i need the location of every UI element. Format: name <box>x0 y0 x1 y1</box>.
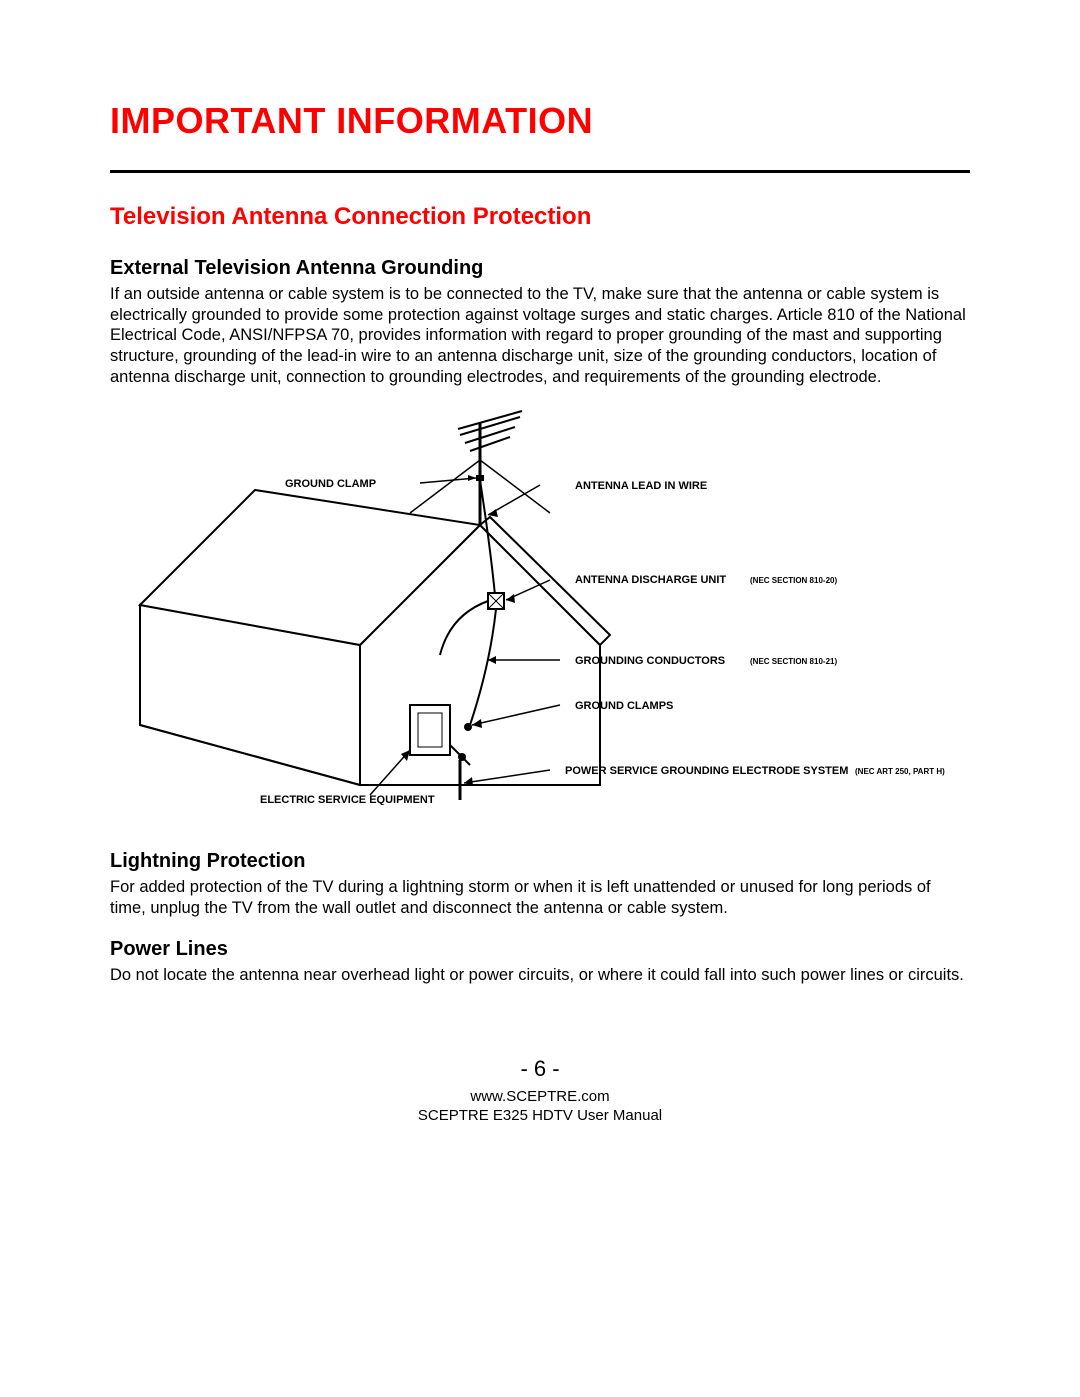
label-antenna-lead: ANTENNA LEAD IN WIRE <box>575 480 707 492</box>
antenna-grounding-diagram: GROUND CLAMP ANTENNA LEAD IN WIRE ANTENN… <box>110 405 970 810</box>
body-text-powerlines: Do not locate the antenna near overhead … <box>110 965 970 986</box>
section-title: Television Antenna Connection Protection <box>110 203 970 231</box>
label-ground-clamps: GROUND CLAMPS <box>575 700 673 712</box>
footer: www.SCEPTRE.com SCEPTRE E325 HDTV User M… <box>110 1088 970 1126</box>
diagram-svg: GROUND CLAMP ANTENNA LEAD IN WIRE ANTENN… <box>110 405 970 805</box>
document-page: IMPORTANT INFORMATION Television Antenna… <box>0 0 1080 1397</box>
label-discharge-unit: ANTENNA DISCHARGE UNIT <box>575 574 726 586</box>
body-text-lightning: For added protection of the TV during a … <box>110 877 970 918</box>
subheading-grounding: External Television Antenna Grounding <box>110 257 970 280</box>
label-grounding-conductors: GROUNDING CONDUCTORS <box>575 655 725 667</box>
divider <box>110 170 970 173</box>
page-number: - 6 - <box>110 1056 970 1082</box>
footer-url: www.SCEPTRE.com <box>470 1088 609 1105</box>
label-power-service-sub: (NEC ART 250, PART H) <box>855 767 945 776</box>
label-power-service: POWER SERVICE GROUNDING ELECTRODE SYSTEM <box>565 765 848 777</box>
subheading-lightning: Lightning Protection <box>110 850 970 873</box>
subheading-powerlines: Power Lines <box>110 938 970 961</box>
label-discharge-unit-sub: (NEC SECTION 810-20) <box>750 576 837 585</box>
label-ground-clamp: GROUND CLAMP <box>285 478 376 490</box>
footer-manual: SCEPTRE E325 HDTV User Manual <box>418 1107 662 1124</box>
page-title: IMPORTANT INFORMATION <box>110 100 970 142</box>
body-text-grounding: If an outside antenna or cable system is… <box>110 284 970 387</box>
label-grounding-conductors-sub: (NEC SECTION 810-21) <box>750 657 837 666</box>
label-electric-service: ELECTRIC SERVICE EQUIPMENT <box>260 794 435 805</box>
